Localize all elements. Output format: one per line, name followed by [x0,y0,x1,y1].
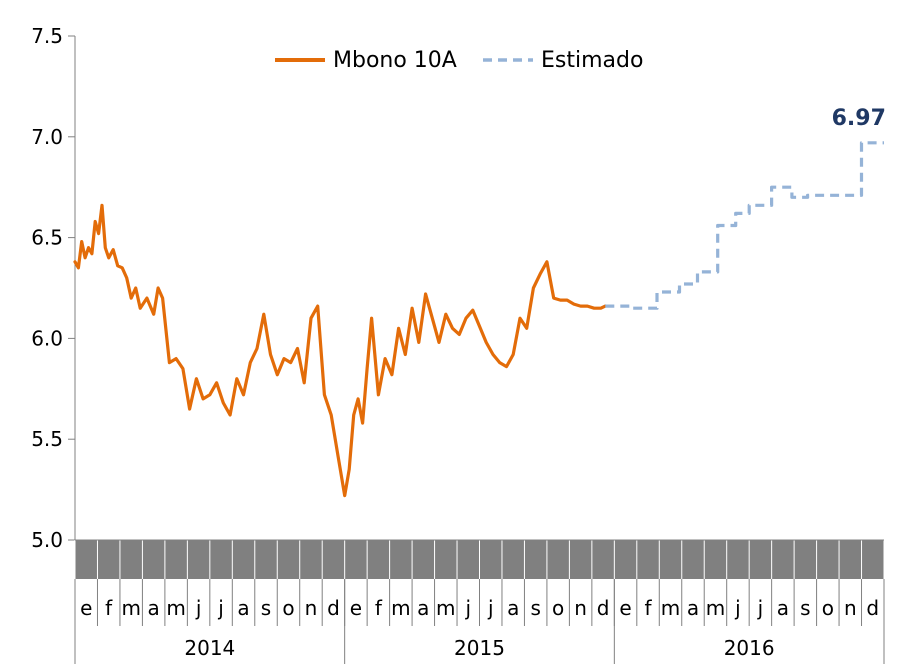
month-label: n [305,596,318,620]
month-label: a [687,596,699,620]
month-label: a [777,596,789,620]
series-layer [73,141,884,498]
month-label: m [706,596,725,620]
month-label: j [217,596,224,620]
legend: Mbono 10A Estimado [275,48,643,73]
month-label: a [417,596,429,620]
month-label: n [574,596,587,620]
month-label: m [166,596,185,620]
year-label: 2016 [724,636,775,660]
month-label: m [661,596,680,620]
month-label: j [464,596,471,620]
month-label: d [866,596,879,620]
year-label: 2015 [454,636,505,660]
month-label: j [757,596,764,620]
month-label: s [800,596,810,620]
month-label: a [148,596,160,620]
month-label: o [282,596,294,620]
y-tick-label: 6.5 [31,226,63,250]
month-label: m [391,596,410,620]
month-label: e [350,596,362,620]
chart-axes: 5.0 5.5 6.0 6.5 7.0 7.5 [31,24,76,552]
y-tick-label: 7.5 [31,24,63,48]
series-line-estimado [605,141,884,310]
month-label: f [375,596,383,620]
month-label: s [261,596,271,620]
month-label: f [105,596,113,620]
annotation-final-estimate: 6.97 [832,106,886,131]
month-label: e [80,596,92,620]
month-label: j [734,596,741,620]
month-label: f [645,596,653,620]
month-label: d [327,596,340,620]
month-label: j [487,596,494,620]
month-label: m [121,596,140,620]
year-label: 2014 [184,636,235,660]
y-tick-label: 6.0 [31,326,63,350]
month-label: a [507,596,519,620]
legend-label-estimado: Estimado [541,48,643,73]
y-tick-label: 5.5 [31,427,63,451]
month-label: d [597,596,610,620]
legend-label-mbono-10a: Mbono 10A [333,48,457,73]
y-tick-label: 5.0 [31,528,63,552]
month-label: n [844,596,857,620]
month-label: j [195,596,202,620]
month-label: o [822,596,834,620]
month-label: m [436,596,455,620]
month-grid-band: e f m a m j j a s o n d e f m a m j j a s o n d e f m a m j j a s o n d2014… [74,539,885,664]
month-label: o [552,596,564,620]
y-tick-label: 7.0 [31,125,63,149]
series-line-mbono-10a [73,203,607,498]
month-label: e [619,596,631,620]
month-label: s [530,596,540,620]
month-label: a [237,596,249,620]
